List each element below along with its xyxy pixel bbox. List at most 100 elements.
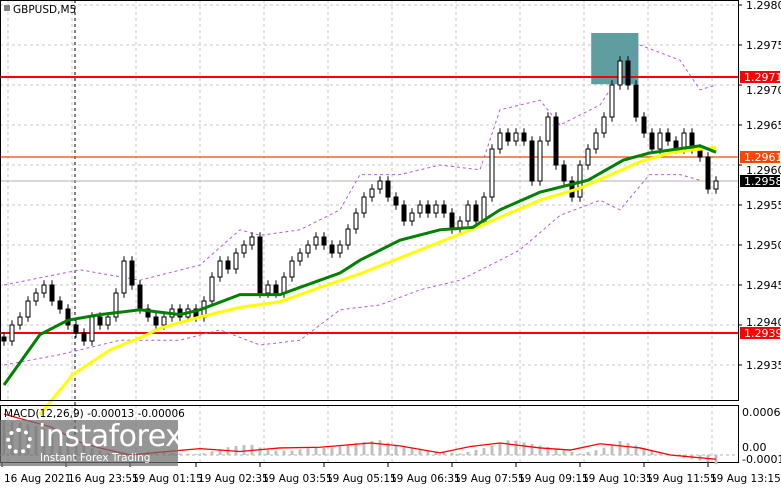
candle <box>593 132 599 150</box>
candle <box>417 204 423 214</box>
x-tick-label: 19 Aug 10:35 <box>582 473 653 485</box>
y-tick-label: 1.2940 <box>746 316 781 329</box>
candle <box>657 132 663 150</box>
macd-histogram-bar <box>234 445 238 455</box>
candle <box>649 132 655 150</box>
macd-histogram-bar <box>354 443 358 455</box>
candle <box>505 132 511 142</box>
macd-histogram-bar <box>450 453 454 455</box>
macd-label: MACD(12,26,9) -0.00013 -0.00006 <box>4 408 185 420</box>
macd-histogram-bar <box>634 445 638 455</box>
candle <box>305 244 311 254</box>
macd-histogram-bar <box>314 447 318 455</box>
candle <box>265 284 271 294</box>
candle <box>409 212 415 222</box>
macd-histogram-bar <box>562 450 566 455</box>
candle <box>537 140 543 182</box>
macd-histogram-bar <box>186 453 190 455</box>
macd-histogram-bar <box>362 441 366 455</box>
candle <box>481 196 487 222</box>
candle <box>433 204 439 214</box>
candle <box>713 180 719 190</box>
macd-histogram-bar <box>306 448 310 455</box>
macd-histogram-bar <box>666 455 670 456</box>
logo-tagline: Instant Forex Trading <box>40 452 151 464</box>
macd-histogram-bar <box>554 448 558 455</box>
macd-histogram-bar <box>386 442 390 455</box>
price-tag <box>740 175 780 187</box>
candle <box>9 324 15 342</box>
macd-histogram-bar <box>242 445 246 455</box>
y-tick-label: 1.2960 <box>746 164 781 177</box>
y-tick-label: 1.2970 <box>746 84 781 97</box>
macd-histogram-bar <box>218 449 222 455</box>
macd-histogram-bar <box>282 450 286 455</box>
candle <box>121 260 127 294</box>
candle <box>633 84 639 118</box>
price-tag-label: 1.2958 <box>744 175 781 188</box>
x-tick-label: 19 Aug 03:55 <box>262 473 333 485</box>
macd-histogram-bar <box>610 444 614 455</box>
macd-histogram-bar <box>330 447 334 455</box>
candle <box>393 196 399 206</box>
macd-histogram-bar <box>490 445 494 455</box>
bollinger-upper <box>3 44 717 286</box>
candle <box>609 84 615 118</box>
candle <box>489 148 495 198</box>
y-tick-label: 1.2945 <box>746 279 781 292</box>
candle <box>465 204 471 222</box>
x-tick-label: 19 Aug 09:15 <box>518 473 589 485</box>
macd-histogram-bar <box>530 444 534 455</box>
macd-histogram-bar <box>210 451 214 455</box>
price-tag <box>740 327 780 339</box>
candle <box>89 316 95 342</box>
macd-histogram-bar <box>602 447 606 455</box>
candle <box>249 236 255 246</box>
macd-histogram-bar <box>618 440 622 455</box>
candle <box>401 204 407 222</box>
candle <box>73 324 79 334</box>
x-tick-label: 19 Aug 06:35 <box>390 473 461 485</box>
candle <box>241 244 247 254</box>
candle <box>33 292 39 302</box>
y-tick-label: 1.2980 <box>746 0 781 12</box>
candle <box>25 300 31 318</box>
candle <box>49 284 55 302</box>
macd-histogram-bar <box>290 450 294 455</box>
macd-histogram-bar <box>346 444 350 455</box>
macd-histogram-bar <box>298 449 302 455</box>
price-tag-label: 1.2971 <box>744 71 781 84</box>
candle <box>441 204 447 214</box>
macd-histogram-bar <box>426 451 430 455</box>
y-tick-label: 1.2975 <box>746 39 781 52</box>
macd-histogram-bar <box>594 450 598 455</box>
candle <box>329 244 335 254</box>
price-tag <box>740 151 780 163</box>
candle <box>209 276 215 302</box>
candle <box>585 148 591 166</box>
candle <box>377 180 383 190</box>
macd-histogram-bar <box>378 440 382 455</box>
candle <box>529 140 535 182</box>
candle <box>369 188 375 198</box>
macd-histogram-bar <box>274 450 278 455</box>
candle <box>257 236 263 294</box>
macd-histogram-bar <box>522 442 526 455</box>
candle <box>497 132 503 150</box>
macd-histogram-bar <box>506 440 510 455</box>
candle <box>321 236 327 246</box>
candle <box>97 316 103 326</box>
macd-histogram-bar <box>466 451 470 455</box>
macd-histogram-bar <box>394 445 398 455</box>
macd-histogram-bar <box>538 445 542 455</box>
x-tick-label: 19 Aug 01:15 <box>132 473 203 485</box>
macd-histogram-bar <box>482 448 486 455</box>
candle <box>641 116 647 134</box>
price-tag-label: 1.2961 <box>744 151 781 164</box>
candle <box>337 244 343 254</box>
logo-brand: instaforex <box>38 419 183 454</box>
macd-histogram-bar <box>642 447 646 455</box>
x-tick-label: 19 Aug 13:15 <box>710 473 781 485</box>
